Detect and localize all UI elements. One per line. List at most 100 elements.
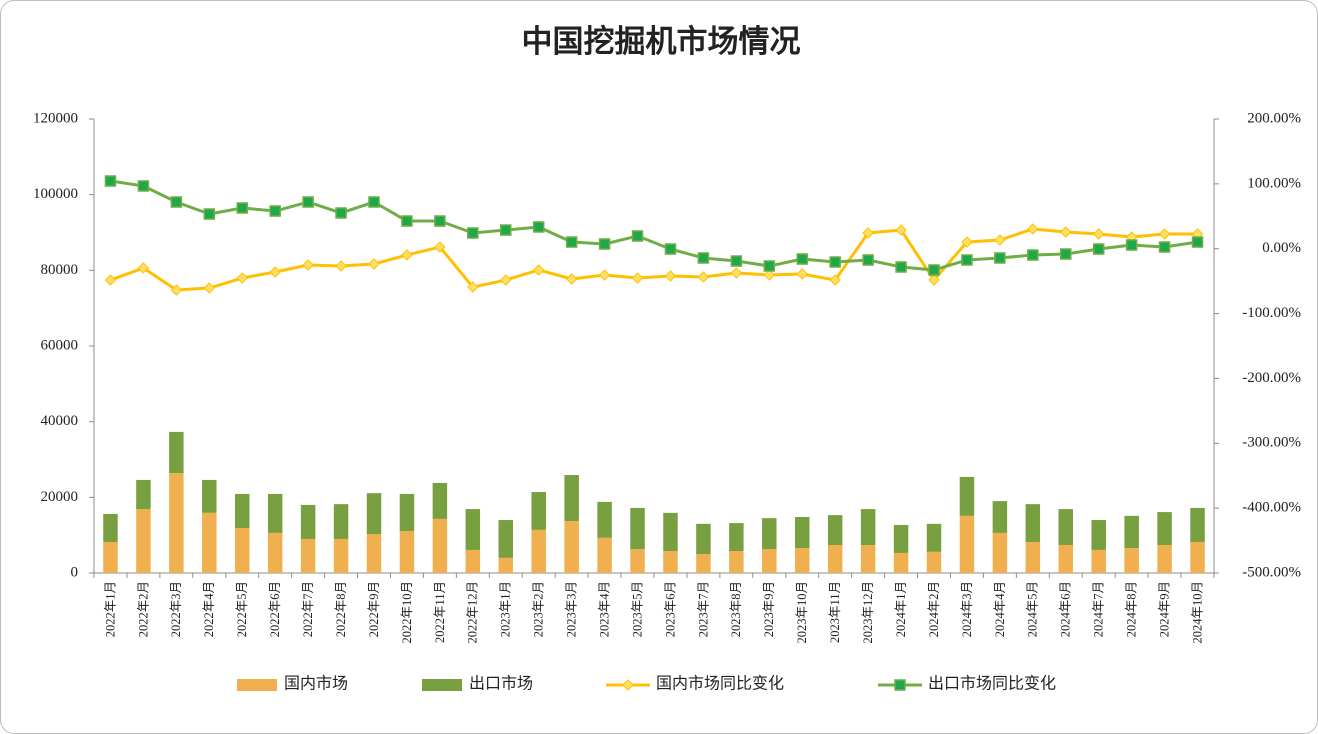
x-tick-label: 2024年7月: [1092, 581, 1106, 637]
marker: [203, 208, 216, 220]
marker: [631, 272, 644, 284]
bar-segment: [827, 545, 843, 573]
x-tick-label: 2022年4月: [202, 581, 216, 637]
bar-segment: [959, 515, 975, 573]
y2-tick-label: -100.00%: [1242, 305, 1301, 321]
bar-segment: [531, 492, 546, 530]
y2-tick-label: 0.00%: [1262, 240, 1301, 256]
x-tick-label: 2022年12月: [466, 581, 480, 644]
bar-segment: [1157, 512, 1172, 546]
marker: [269, 205, 281, 217]
marker: [961, 236, 973, 248]
line: [109, 227, 1198, 292]
marker: [565, 236, 578, 248]
y2-tick-label: -400.00%: [1242, 500, 1301, 516]
marker: [401, 249, 413, 261]
marker: [796, 268, 808, 280]
legend-label: 出口市场同比变化: [928, 675, 1056, 693]
marker: [763, 260, 776, 272]
marker: [1027, 249, 1039, 261]
marker: [928, 274, 940, 286]
marker: [302, 196, 314, 208]
marker: [302, 259, 314, 271]
bar-segment: [794, 517, 810, 549]
y-tick-label: 60000: [41, 337, 79, 353]
bar-segment: [234, 527, 250, 573]
marker: [236, 272, 248, 284]
bar-segment: [202, 512, 217, 573]
y2-tick-label: -500.00%: [1242, 564, 1301, 580]
bar-segment: [729, 551, 744, 573]
bar-segment: [1091, 520, 1106, 550]
marker: [104, 175, 117, 187]
x-tick-label: 2023年12月: [861, 581, 875, 644]
x-tick-label: 2023年5月: [630, 581, 644, 637]
bar-segment: [136, 479, 151, 510]
x-tick-label: 2024年4月: [993, 581, 1007, 637]
marker: [730, 255, 743, 267]
chart-title: 中国挖掘机市场情况: [522, 24, 801, 59]
bar-segment: [1025, 504, 1041, 542]
bar-segment: [926, 551, 942, 573]
marker: [335, 207, 347, 219]
x-tick-label: 2022年8月: [334, 581, 348, 637]
bar-segment: [696, 523, 711, 555]
x-tick-label: 2022年9月: [367, 581, 381, 637]
marker: [467, 281, 479, 293]
bar-segment: [992, 532, 1008, 573]
marker: [500, 274, 512, 286]
bar-segment: [103, 541, 118, 573]
bar-segment: [860, 545, 876, 573]
marker: [697, 252, 710, 264]
marker: [532, 221, 545, 233]
marker: [434, 215, 446, 227]
legend-item: 出口市场: [422, 675, 533, 693]
marker: [928, 264, 940, 276]
line: [110, 179, 1198, 272]
legend-item: 出口市场同比变化: [878, 675, 1056, 693]
bar-segment: [630, 507, 645, 550]
x-tick-label: 2022年7月: [301, 581, 315, 637]
bar-segment: [267, 493, 283, 533]
marker: [170, 196, 183, 208]
bar-segment: [1091, 549, 1106, 573]
marker: [467, 227, 479, 239]
bar-segment: [531, 529, 546, 573]
x-tick-label: 2022年2月: [136, 581, 150, 637]
marker: [862, 227, 874, 239]
bar-segment: [893, 552, 909, 573]
x-tick-label: 2024年10月: [1190, 581, 1204, 644]
bar-segment: [663, 512, 678, 552]
bar-segment: [597, 537, 612, 573]
bar-segment: [893, 524, 909, 553]
legend-item: 国内市场: [237, 675, 348, 693]
bar-segment: [1058, 545, 1074, 573]
bar-segment: [663, 551, 678, 573]
x-tick-label: 2024年2月: [927, 581, 941, 637]
x-tick-label: 2023年2月: [532, 581, 546, 637]
marker: [137, 262, 150, 274]
x-tick-label: 2024年6月: [1059, 581, 1073, 637]
bar-segment: [1190, 507, 1205, 542]
bar-segment: [267, 532, 283, 573]
x-tick-label: 2023年4月: [597, 581, 611, 637]
legend-label: 国内市场: [284, 675, 348, 693]
bar-segment: [366, 493, 382, 535]
marker: [796, 253, 808, 265]
marker: [1027, 223, 1039, 235]
x-tick-label: 2023年7月: [696, 581, 710, 637]
bar-segment: [827, 515, 843, 546]
bar-segment: [1124, 548, 1139, 573]
bar-segment: [498, 557, 514, 573]
bar-segment: [630, 549, 645, 573]
x-tick-label: 2023年1月: [499, 581, 513, 637]
bar-segment: [498, 520, 514, 558]
marker: [1092, 243, 1105, 255]
marker: [401, 215, 413, 227]
bar-segment: [762, 549, 777, 573]
x-tick-label: 2022年6月: [268, 581, 282, 637]
bar-segment: [432, 482, 448, 519]
bar-segment: [992, 501, 1008, 533]
marker: [565, 273, 578, 285]
legend-swatch: [237, 679, 277, 691]
